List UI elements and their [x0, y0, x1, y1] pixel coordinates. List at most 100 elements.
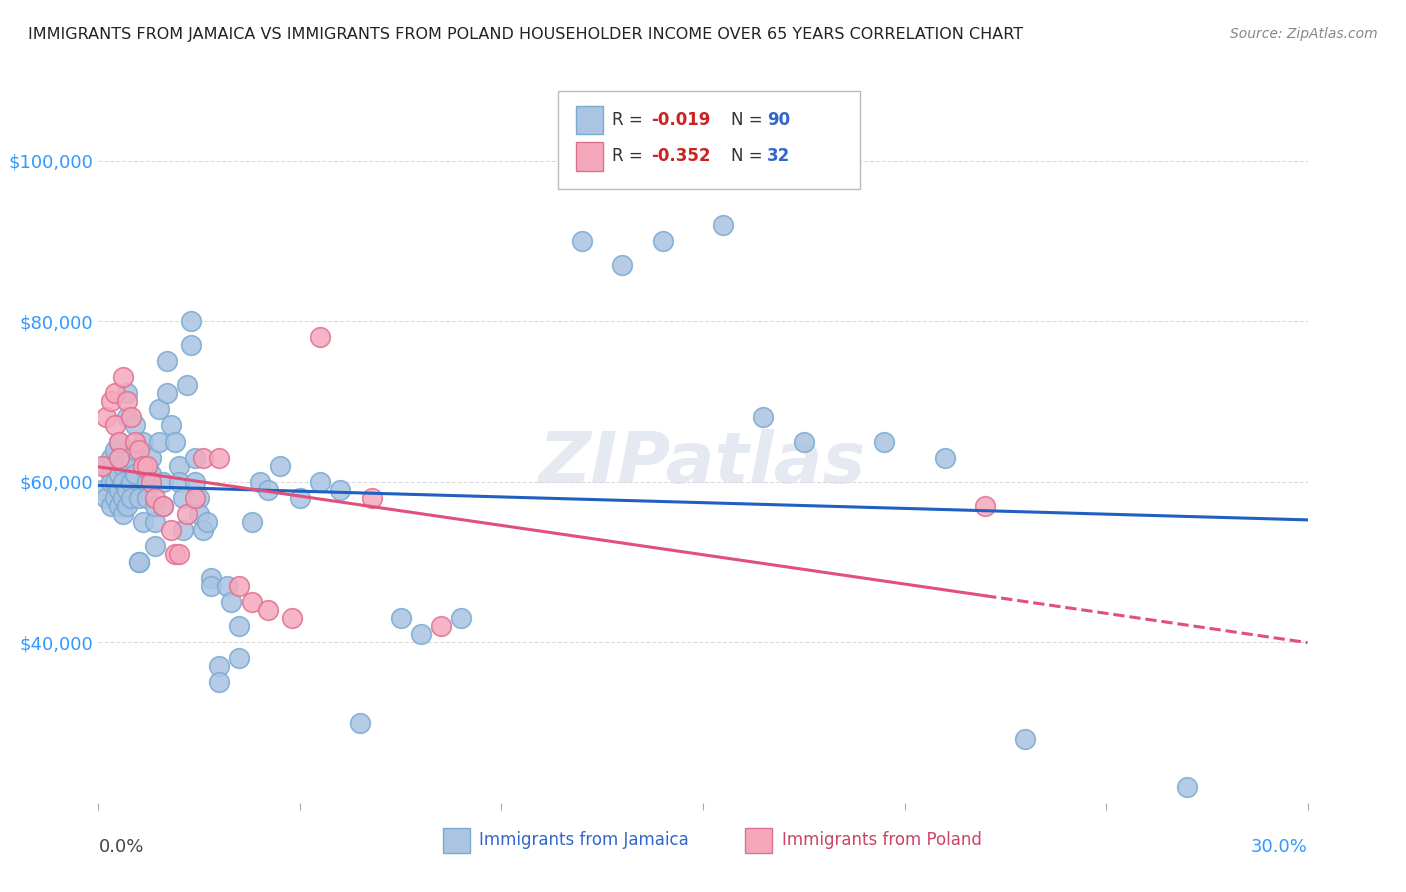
Point: [228, 579, 250, 593]
Point: [132, 458, 155, 473]
Point: [111, 491, 134, 505]
Point: [135, 475, 157, 489]
Point: [208, 659, 231, 673]
Bar: [443, 828, 470, 854]
Text: -0.019: -0.019: [651, 111, 710, 129]
Point: [651, 234, 673, 248]
Text: IMMIGRANTS FROM JAMAICA VS IMMIGRANTS FROM POLAND HOUSEHOLDER INCOME OVER 65 YEA: IMMIGRANTS FROM JAMAICA VS IMMIGRANTS FR…: [28, 27, 1024, 42]
Point: [148, 402, 170, 417]
Point: [100, 394, 122, 409]
Point: [103, 442, 125, 457]
Point: [143, 539, 166, 553]
Point: [124, 434, 146, 449]
Point: [152, 499, 174, 513]
Point: [188, 491, 211, 505]
Point: [107, 434, 129, 449]
Point: [309, 330, 332, 344]
Point: [128, 442, 150, 457]
Point: [124, 418, 146, 433]
Point: [228, 651, 250, 665]
Point: [217, 579, 239, 593]
Point: [176, 378, 198, 392]
Point: [152, 499, 174, 513]
Point: [96, 491, 118, 505]
Point: [143, 499, 166, 513]
Point: [107, 434, 129, 449]
Point: [349, 715, 371, 730]
Point: [156, 354, 179, 368]
Point: [103, 475, 125, 489]
Point: [256, 603, 278, 617]
Point: [249, 475, 271, 489]
Point: [240, 595, 263, 609]
Point: [152, 475, 174, 489]
Point: [974, 499, 997, 513]
Bar: [576, 105, 603, 135]
Point: [132, 434, 155, 449]
Point: [167, 547, 190, 561]
Point: [1014, 731, 1036, 746]
Point: [100, 499, 122, 513]
Text: R =: R =: [613, 111, 648, 129]
Point: [256, 483, 278, 497]
Point: [120, 475, 142, 489]
Point: [184, 491, 207, 505]
Point: [160, 523, 183, 537]
Text: 32: 32: [768, 147, 790, 165]
Point: [115, 386, 138, 401]
Point: [793, 434, 815, 449]
Point: [176, 507, 198, 521]
Point: [128, 555, 150, 569]
Point: [228, 619, 250, 633]
Point: [148, 434, 170, 449]
Point: [200, 571, 222, 585]
Point: [195, 515, 218, 529]
Text: R =: R =: [613, 147, 648, 165]
Point: [107, 483, 129, 497]
Point: [107, 450, 129, 465]
Point: [139, 475, 162, 489]
Point: [167, 475, 190, 489]
Point: [329, 483, 352, 497]
Point: [184, 475, 207, 489]
Point: [184, 450, 207, 465]
Point: [135, 458, 157, 473]
Point: [172, 491, 194, 505]
Point: [208, 450, 231, 465]
Point: [873, 434, 896, 449]
Point: [115, 499, 138, 513]
Point: [193, 523, 215, 537]
Point: [128, 555, 150, 569]
Point: [124, 442, 146, 457]
Text: Immigrants from Poland: Immigrants from Poland: [782, 831, 981, 849]
Point: [193, 450, 215, 465]
Text: -0.352: -0.352: [651, 147, 710, 165]
Point: [111, 458, 134, 473]
Point: [96, 458, 118, 473]
Point: [180, 314, 202, 328]
Point: [934, 450, 956, 465]
Point: [288, 491, 311, 505]
Text: 0.0%: 0.0%: [98, 838, 143, 855]
Text: N =: N =: [731, 111, 768, 129]
Point: [180, 338, 202, 352]
Point: [100, 467, 122, 481]
Point: [752, 410, 775, 425]
Point: [115, 410, 138, 425]
Point: [96, 410, 118, 425]
Point: [711, 218, 734, 232]
Point: [172, 523, 194, 537]
Point: [269, 458, 291, 473]
Text: Immigrants from Jamaica: Immigrants from Jamaica: [479, 831, 689, 849]
Point: [91, 483, 114, 497]
Point: [240, 515, 263, 529]
Point: [111, 475, 134, 489]
Point: [309, 475, 332, 489]
Point: [111, 507, 134, 521]
Point: [163, 434, 186, 449]
Point: [612, 258, 634, 272]
Point: [221, 595, 243, 609]
Text: 30.0%: 30.0%: [1251, 838, 1308, 855]
Point: [135, 491, 157, 505]
Point: [124, 467, 146, 481]
